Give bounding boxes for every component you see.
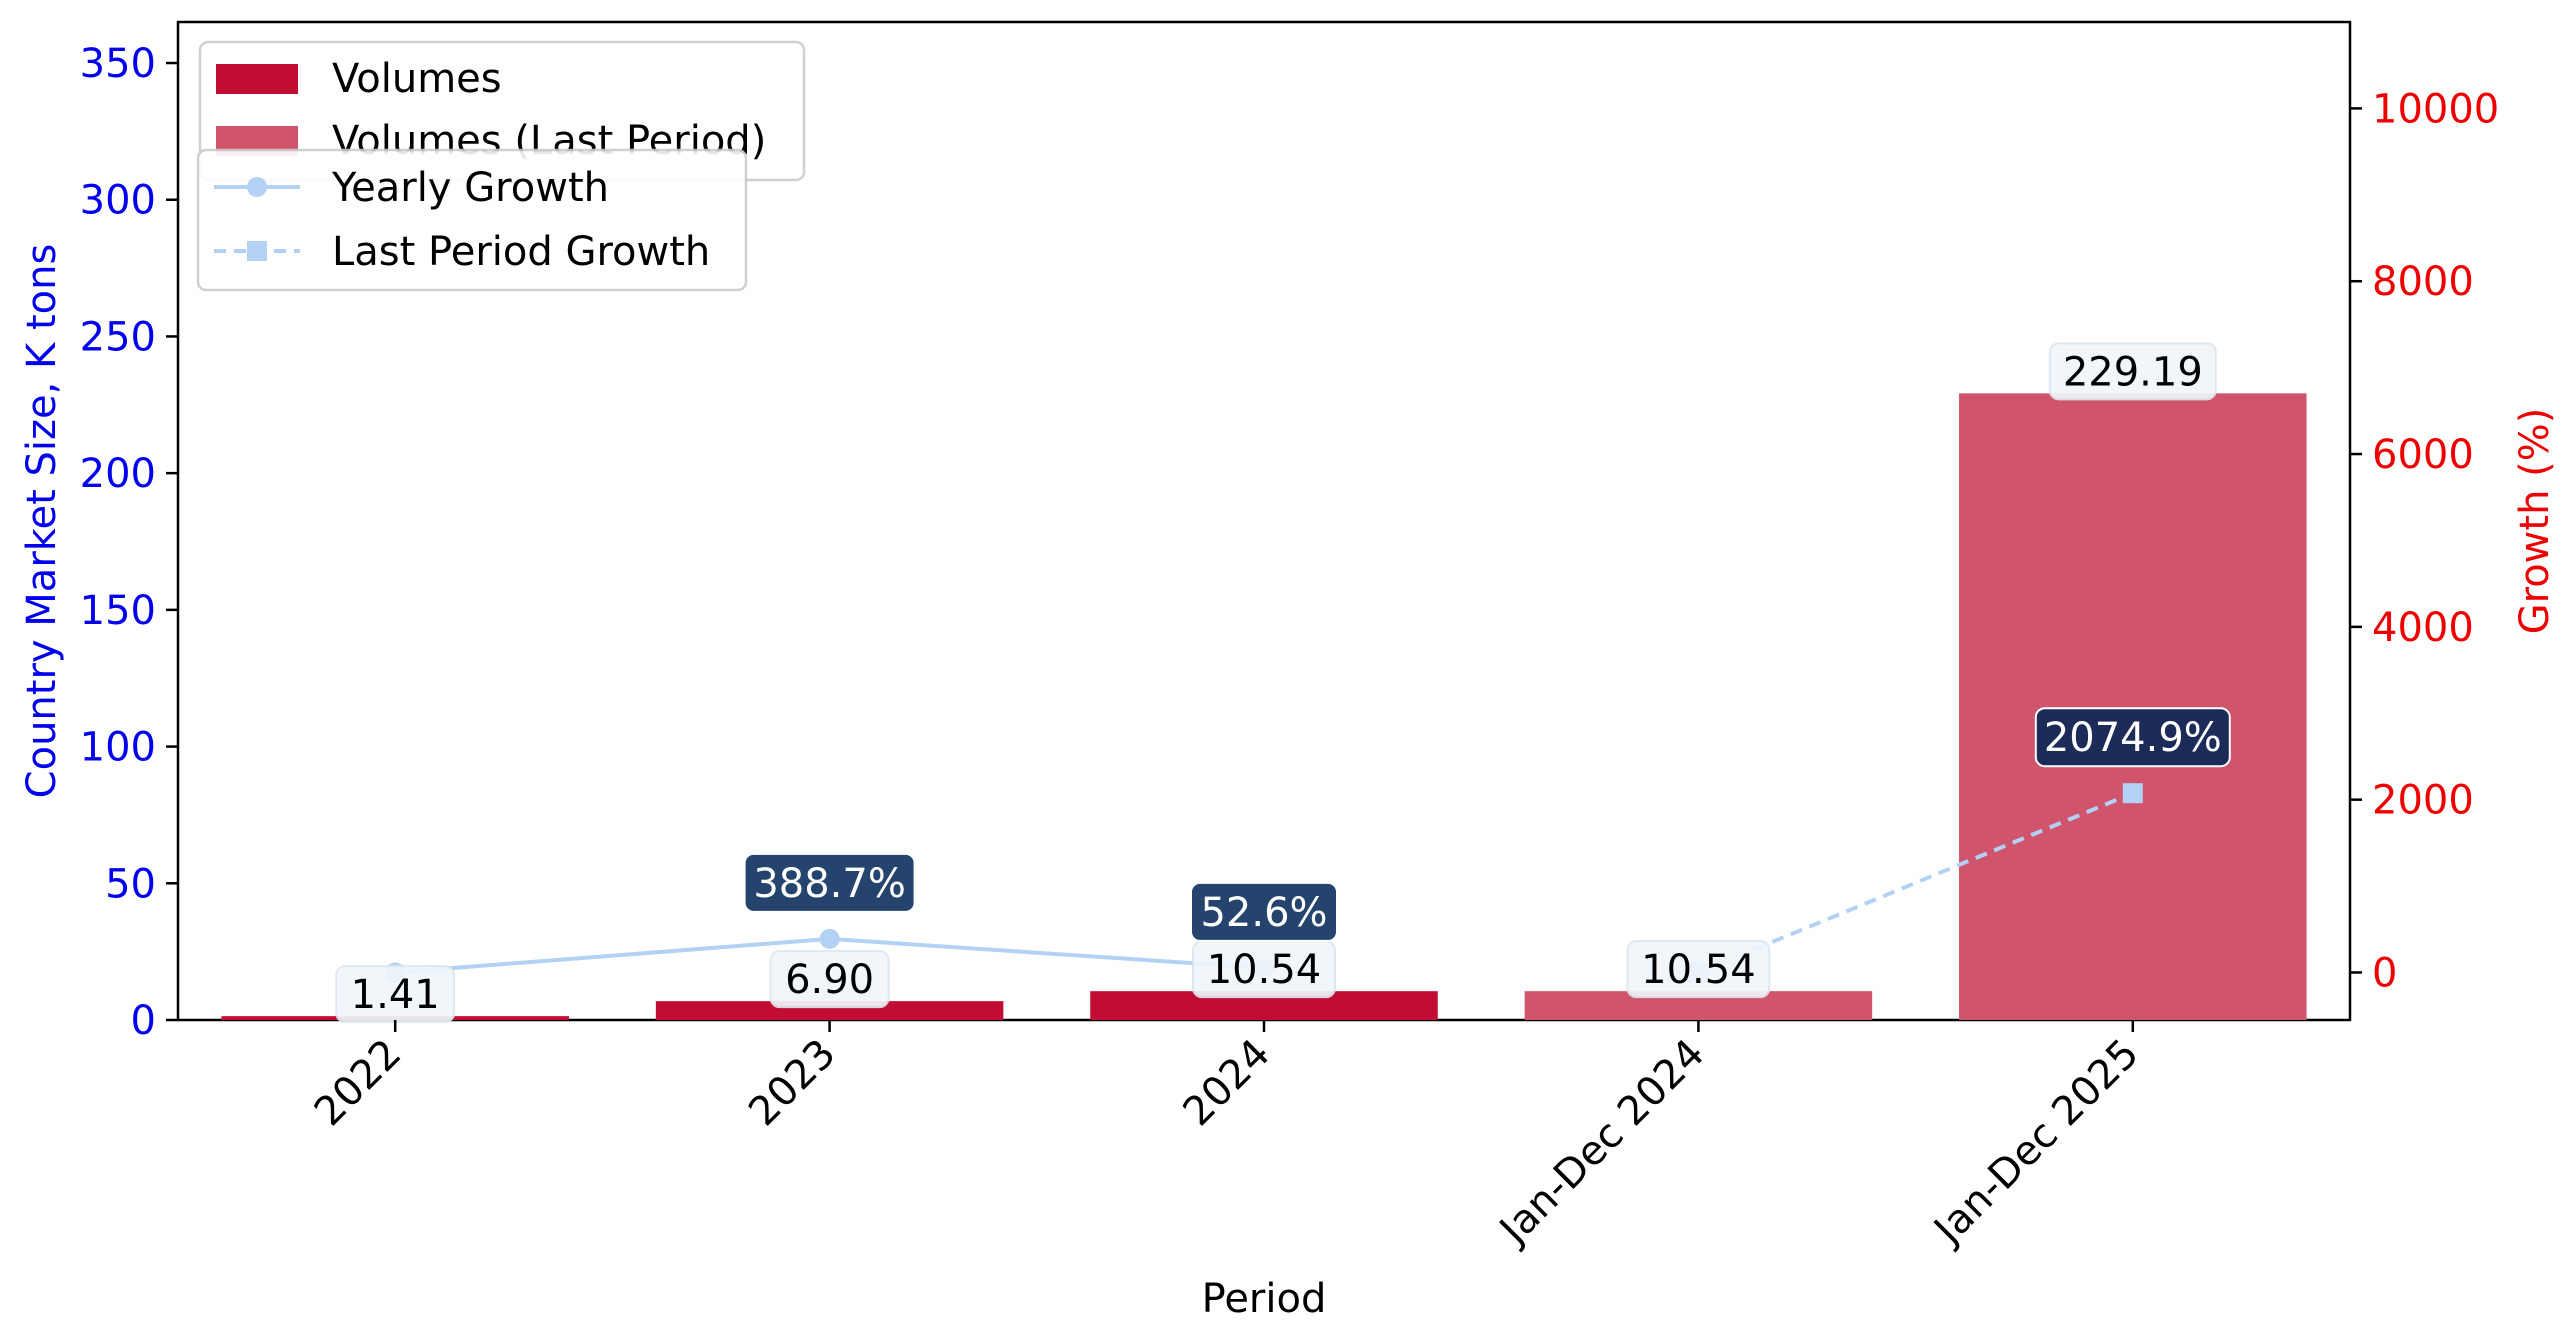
growth-label-box: [743, 852, 916, 913]
bar-value-label: 10.54: [1641, 947, 1756, 993]
growth-label: 52.6%: [1200, 890, 1327, 936]
left-axis-tick-label: 200: [80, 451, 156, 497]
right-axis-tick-label: 2000: [2372, 778, 2474, 824]
bar-value-label-box: [769, 950, 890, 1009]
x-axis-title: Period: [1202, 1276, 1327, 1322]
x-axis-tick-label: Jan-Dec 2024: [1489, 1031, 1713, 1255]
left-axis-tick-label: 250: [80, 314, 156, 360]
bar-value-label: 6.90: [785, 957, 874, 1003]
legend-line-marker: [247, 241, 267, 261]
growth-marker: [819, 928, 840, 949]
left-axis-tick-label: 350: [80, 41, 156, 87]
right-axis-title: Growth (%): [2512, 408, 2558, 635]
growth-label: 2074.9%: [2044, 715, 2222, 761]
legend-line-label: Yearly Growth: [331, 165, 609, 211]
legend-bar-swatch: [216, 64, 298, 94]
right-axis-tick-label: 6000: [2372, 432, 2474, 478]
growth-line: [1697, 791, 2134, 975]
right-axis-tick-label: 0: [2372, 950, 2397, 996]
left-axis-tick-label: 50: [105, 861, 156, 907]
bars-layer: [221, 393, 2307, 1020]
bar: [655, 1001, 1004, 1020]
data-labels-layer: 1.41 6.90 10.54 10.54 229.19 388.7% 52.6% 2074.…: [335, 342, 2231, 1024]
right-axis-tick-label: 4000: [2372, 605, 2474, 651]
left-axis-tick-label: 0: [131, 998, 156, 1044]
legend-lines-box: [196, 148, 748, 292]
left-axis-title: Country Market Size, K tons: [19, 244, 65, 799]
x-axis-tick-label: 2024: [1175, 1031, 1280, 1136]
x-axis-tick-label: 2022: [306, 1031, 411, 1136]
right-axis-tick-label: 10000: [2372, 86, 2499, 132]
growth-label-box: [2034, 707, 2231, 768]
left-axis-tick-label: 300: [80, 178, 156, 224]
growth-label: 388.7%: [753, 861, 906, 907]
x-axis-tick-label: Jan-Dec 2025: [1924, 1031, 2148, 1255]
bar: [1959, 393, 2307, 1020]
left-axis-tick-label: 150: [80, 588, 156, 634]
x-axis-tick-label: 2023: [740, 1031, 845, 1136]
bar-value-label-box: [2048, 342, 2217, 401]
legend-line-label: Last Period Growth: [332, 229, 710, 275]
growth-label-box: [1190, 881, 1338, 942]
bar-value-label: 229.19: [2063, 349, 2203, 395]
legend-bar-label: Volumes: [332, 56, 502, 102]
bar-value-label: 10.54: [1207, 947, 1322, 993]
bar-value-label: 1.41: [351, 972, 440, 1018]
left-axis-tick-label: 100: [80, 725, 156, 771]
right-axis-tick-label: 8000: [2372, 259, 2474, 305]
growth-marker: [2122, 783, 2143, 804]
bar-value-label-box: [1626, 940, 1771, 999]
legend-line-marker: [247, 177, 267, 197]
